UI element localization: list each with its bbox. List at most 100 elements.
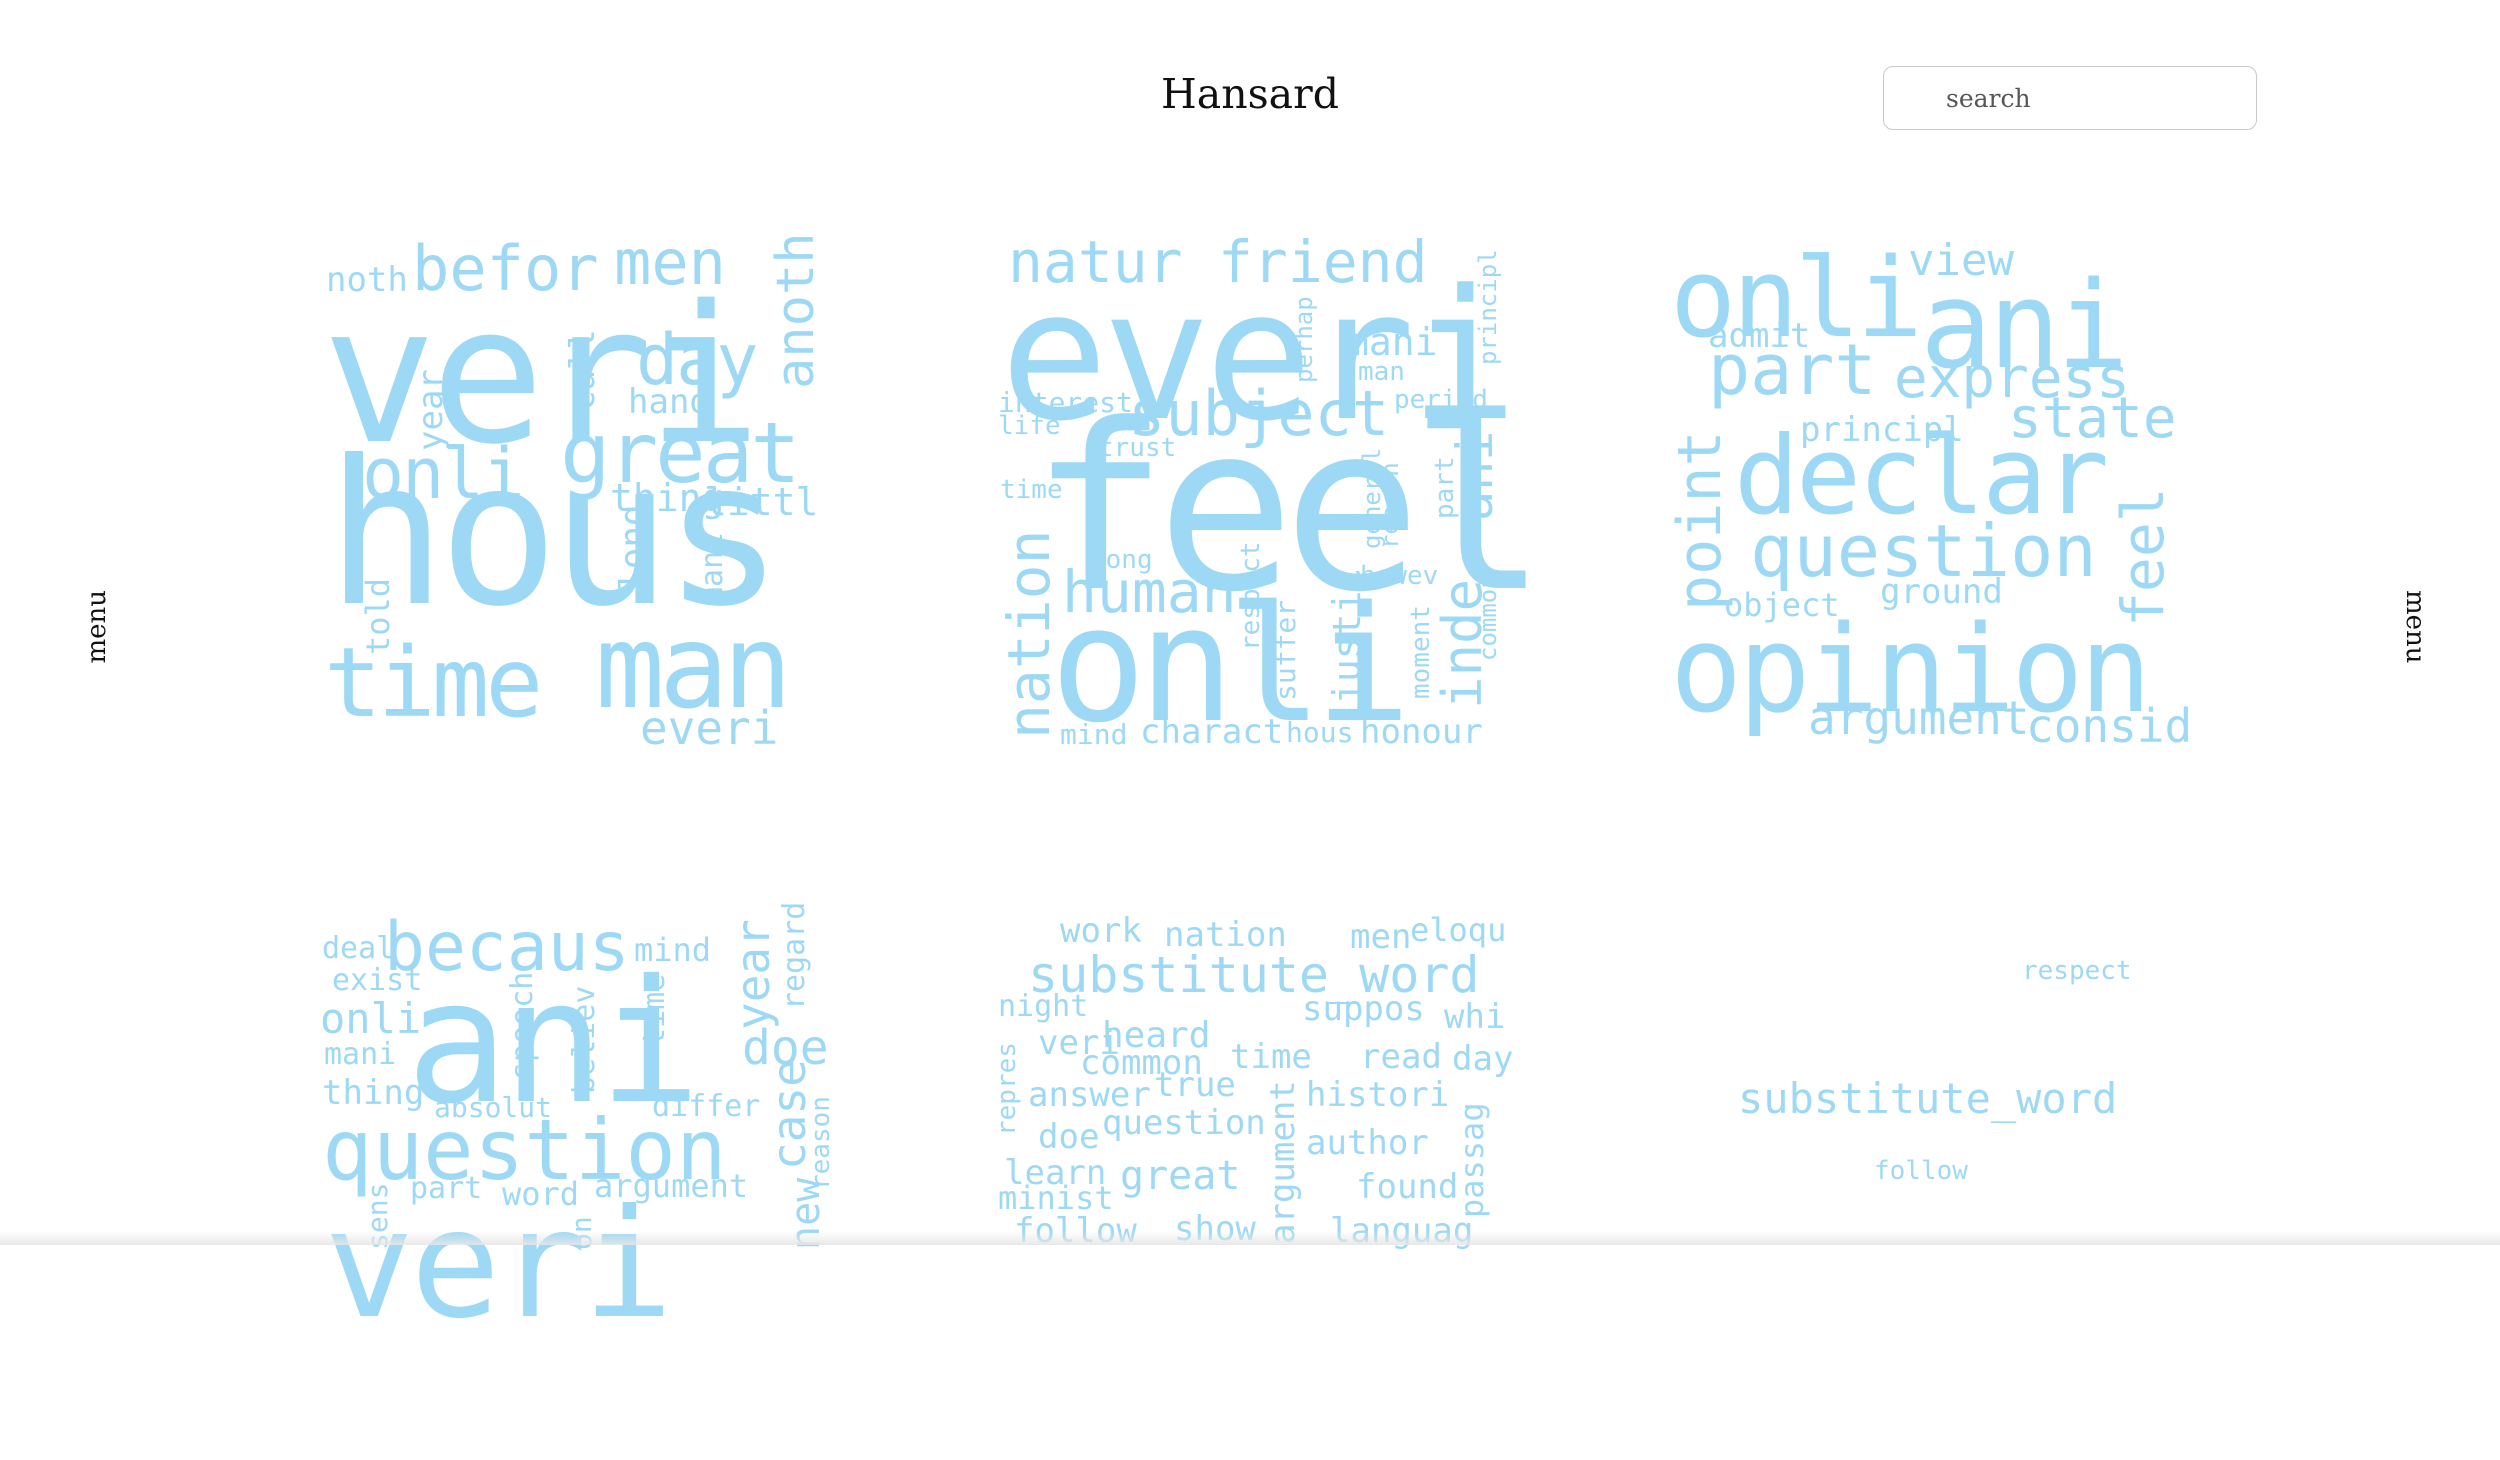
- cloud-word: littl: [704, 480, 819, 524]
- cloud-word: found: [1356, 1167, 1459, 1207]
- cloud-word: moment: [1406, 605, 1436, 699]
- cloud-word: doe: [742, 1020, 829, 1076]
- cloud-word: everi: [1000, 252, 1518, 461]
- cloud-word: mind: [1060, 718, 1128, 751]
- cloud-word: friend: [1218, 228, 1428, 296]
- cloud-word: common: [1080, 1043, 1203, 1083]
- cloud-word: question: [1750, 509, 2097, 593]
- cloud-word: onli: [362, 433, 525, 515]
- cloud-word: honour: [1360, 712, 1483, 752]
- cloud-word: time: [637, 973, 672, 1046]
- cloud-word: year: [411, 369, 451, 451]
- cloud-word: whi: [1444, 997, 1506, 1037]
- cloud-word: admit: [1708, 316, 1811, 356]
- cloud-word: heard: [1102, 1015, 1211, 1056]
- cloud-word: common: [1474, 574, 1502, 661]
- cloud-word: follow: [1874, 1156, 1968, 1186]
- cloud-word: thing: [610, 476, 725, 520]
- cloud-word: deal: [322, 931, 395, 966]
- cloud-word: opinion: [1670, 601, 2152, 740]
- cloud-word: long: [1090, 545, 1153, 575]
- cloud-word: time: [324, 627, 543, 739]
- cloud-word: feel: [1030, 376, 1548, 643]
- cloud-word: minist: [998, 1179, 1114, 1217]
- cloud-word: principl: [1800, 410, 1964, 450]
- left-menu-toggle[interactable]: menu: [82, 590, 112, 664]
- cloud-word: hand: [628, 382, 710, 422]
- cloud-word: ani: [406, 944, 701, 1142]
- cloud-word: principl: [1474, 249, 1502, 365]
- cloud-word: respect: [2022, 956, 2132, 986]
- cloud-word: great: [1120, 1153, 1241, 1199]
- word-cloud-6[interactable]: respect substitute_word follow: [1660, 900, 2240, 1460]
- cloud-word: part: [410, 1171, 483, 1206]
- cloud-word: men: [614, 226, 726, 299]
- cloud-word: veri: [322, 265, 762, 486]
- cloud-word: suffer: [1269, 599, 1302, 701]
- cloud-word: night: [998, 989, 1089, 1024]
- bottom-fade: [0, 1231, 2500, 1245]
- cloud-word: noth: [326, 260, 408, 300]
- cloud-word: word: [502, 1175, 580, 1213]
- cloud-word: state: [2008, 386, 2177, 451]
- cloud-word: hous: [1286, 716, 1354, 749]
- cloud-word: point: [1665, 430, 1735, 611]
- cloud-word: eloqu: [1410, 911, 1507, 949]
- cloud-word: substitute_word: [1028, 946, 1480, 1004]
- cloud-word: day: [1452, 1039, 1514, 1079]
- cloud-word: doe: [1038, 1117, 1100, 1157]
- cloud-word: year: [726, 919, 780, 1030]
- page-title: Hansard: [1161, 70, 1339, 118]
- cloud-word: regard: [777, 901, 812, 1010]
- cloud-word: question: [1102, 1103, 1266, 1143]
- word-cloud-2[interactable]: everi feel onli natur friend subject hum…: [990, 215, 1570, 775]
- cloud-word: mani: [1346, 320, 1438, 364]
- word-cloud-4[interactable]: ani becaus question veri deal exist onli…: [310, 900, 890, 1460]
- cloud-word: argument: [1808, 691, 2030, 745]
- cloud-word: great: [560, 404, 801, 502]
- cloud-word: argument: [1263, 1080, 1303, 1244]
- cloud-word: hous: [326, 418, 784, 651]
- cloud-word: befor: [412, 232, 599, 305]
- cloud-word: absolut: [434, 1091, 553, 1124]
- cloud-word: time: [1000, 475, 1063, 505]
- cloud-word: long: [613, 504, 654, 591]
- cloud-word: thing: [322, 1073, 425, 1113]
- cloud-word: work: [1060, 911, 1142, 951]
- cloud-word: call: [563, 329, 603, 411]
- cloud-word: perhap: [1290, 296, 1318, 383]
- cloud-word: ani: [1446, 430, 1504, 521]
- cloud-word: ani: [1920, 257, 2129, 396]
- word-cloud-3[interactable]: onli ani view admit part express state p…: [1660, 215, 2240, 775]
- cloud-word: exist: [332, 963, 423, 998]
- cloud-word: charact: [1140, 712, 1284, 752]
- cloud-word: man: [1358, 357, 1405, 387]
- cloud-word: life: [998, 411, 1061, 441]
- cloud-word: men: [1350, 917, 1412, 957]
- cloud-word: nation: [995, 529, 1063, 739]
- cloud-word: onli: [320, 994, 422, 1043]
- cloud-word: speech: [505, 971, 540, 1080]
- word-cloud-1[interactable]: veri hous time man great onli day befor …: [310, 215, 890, 775]
- search-input[interactable]: [1883, 66, 2257, 130]
- cloud-word: respect: [1236, 541, 1266, 651]
- cloud-word: human: [1062, 558, 1237, 626]
- cloud-word: subject: [1128, 377, 1390, 450]
- cloud-word: part: [1708, 329, 1877, 411]
- cloud-word: trust: [1098, 433, 1177, 463]
- cloud-word: nation: [1164, 915, 1287, 955]
- cloud-word: read: [1360, 1037, 1442, 1077]
- word-cloud-5[interactable]: work nation men eloqu substitute_word ni…: [990, 900, 1570, 1460]
- cloud-word: believ: [567, 985, 602, 1094]
- cloud-word: substitute_word: [1738, 1074, 2118, 1123]
- cloud-word: mani: [695, 532, 730, 605]
- cloud-word: true: [1154, 1065, 1236, 1105]
- cloud-word: express: [1894, 346, 2131, 411]
- cloud-word: argument: [594, 1167, 749, 1205]
- cloud-word: learn: [1004, 1153, 1107, 1193]
- cloud-word: repres: [992, 1042, 1022, 1136]
- cloud-word: differ: [652, 1089, 761, 1124]
- right-menu-toggle[interactable]: menu: [2400, 590, 2430, 664]
- cloud-word: reason: [1376, 462, 1404, 549]
- cloud-word: mind: [634, 931, 712, 969]
